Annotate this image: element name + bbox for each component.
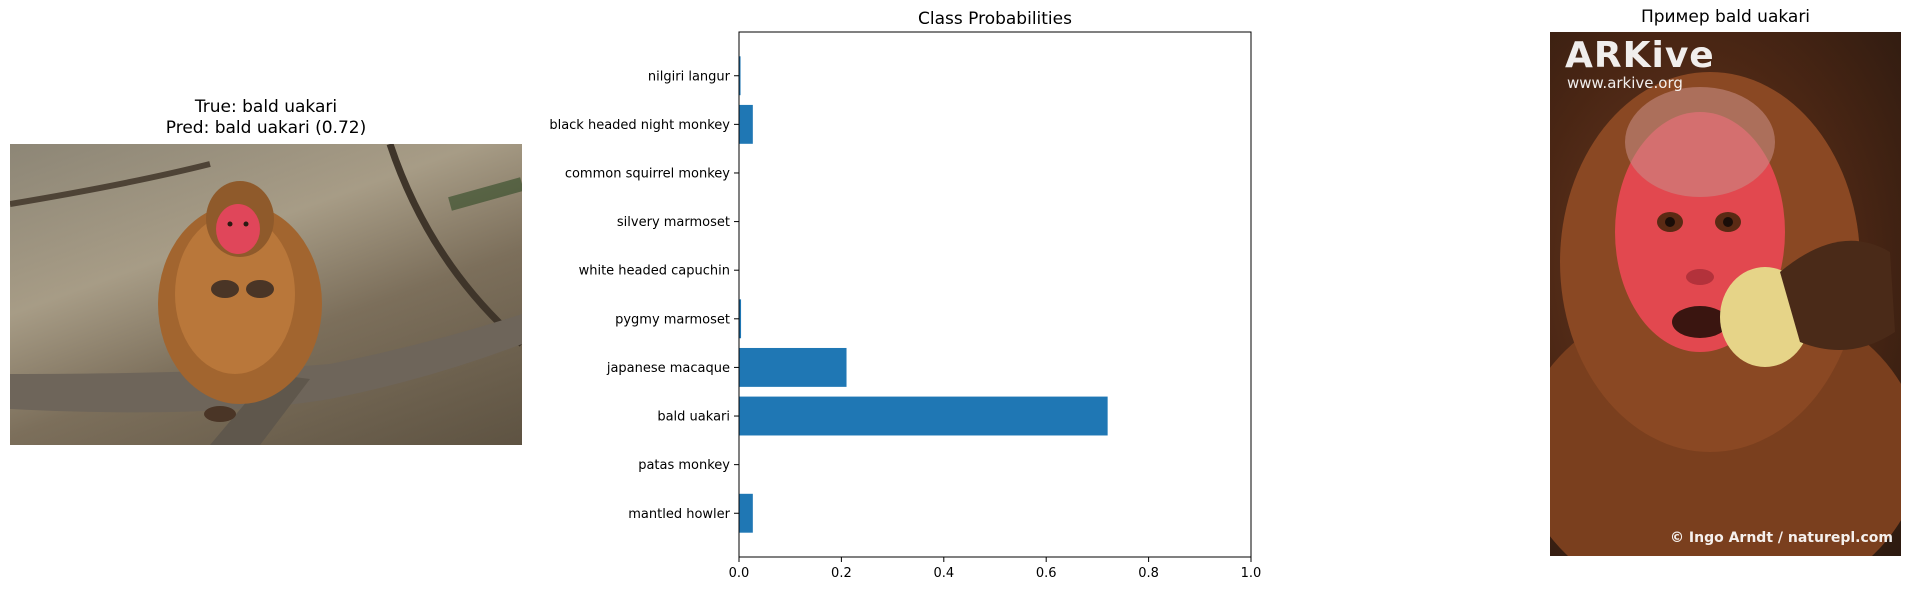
example-photo: ARKive www.arkive.org © Ingo Arndt / nat… [1550, 32, 1901, 556]
y-tick-label: bald uakari [657, 410, 730, 425]
x-tick-label: 0.4 [933, 566, 954, 581]
arkive-url: www.arkive.org [1567, 74, 1683, 92]
prediction-title: True: bald uakari Pred: bald uakari (0.7… [10, 97, 522, 139]
input-photo [10, 144, 522, 445]
y-tick-label: japanese macaque [606, 361, 730, 376]
y-tick-label: common squirrel monkey [565, 166, 730, 181]
bar-bald-uakari [739, 396, 1108, 436]
pred-label: Pred: bald uakari (0.72) [165, 118, 367, 138]
x-tick-label: 1.0 [1241, 566, 1262, 581]
y-tick-label: nilgiri langur [648, 69, 731, 84]
y-tick-label: patas monkey [638, 458, 730, 473]
x-ticks: 0.0 0.2 0.4 0.6 0.8 1.0 [729, 557, 1262, 581]
bar-pygmy-marmoset [739, 299, 742, 339]
x-tick-label: 0.6 [1036, 566, 1057, 581]
y-tick-label: mantled howler [628, 507, 730, 522]
axes-frame [738, 31, 1252, 558]
example-photo-illustration [1550, 72, 1901, 556]
y-tick-label: black headed night monkey [549, 118, 730, 133]
example-title: Пример bald uakari [1640, 7, 1811, 27]
x-tick-label: 0.8 [1138, 566, 1159, 581]
chart-title: Class Probabilities [918, 9, 1072, 29]
arkive-logo: ARKive [1565, 35, 1715, 76]
y-tick-label: pygmy marmoset [615, 312, 730, 327]
y-tick-label: white headed capuchin [579, 264, 730, 279]
bar-nilgiri-langur [739, 56, 741, 96]
y-tick-label: silvery marmoset [617, 215, 730, 230]
x-tick-label: 0.2 [831, 566, 852, 581]
bar-japanese-macaque [739, 347, 847, 387]
x-tick-label: 0.0 [729, 566, 750, 581]
bar-mantled-howler [739, 493, 753, 533]
y-tick-labels: mantled howler patas monkey bald uakari jap… [549, 69, 739, 522]
bar-black-headed-night-monkey [739, 104, 753, 144]
input-photo-illustration [10, 144, 522, 445]
photo-credit: © Ingo Arndt / naturepl.com [1670, 530, 1893, 546]
true-label: True: bald uakari [194, 97, 338, 117]
bars-group [739, 56, 1108, 533]
